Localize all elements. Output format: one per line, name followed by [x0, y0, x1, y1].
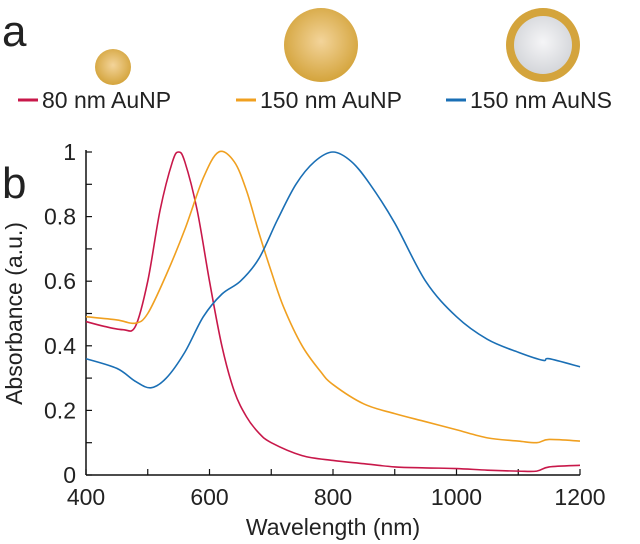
x-tick-label: 1200 — [554, 484, 605, 510]
x-tick-label: 1000 — [431, 484, 482, 510]
legend-label: 150 nm AuNP — [260, 87, 402, 113]
y-tick-label: 1 — [63, 139, 76, 165]
y-axis-label: Absorbance (a.u.) — [1, 222, 27, 405]
panel-a-label: a — [2, 7, 27, 56]
plot-area: 400 600 800 1000 1200 0 0.2 0.4 0.6 0.8 1 Wavelengt… — [1, 139, 606, 540]
x-tick-label: 800 — [314, 484, 352, 510]
legend-label: 150 nm AuNS — [470, 87, 612, 113]
y-tick-label: 0.2 — [44, 397, 76, 423]
x-tick-label: 600 — [190, 484, 228, 510]
particle-150nm-aunp — [284, 8, 358, 82]
y-tick-label: 0 — [63, 462, 76, 488]
particle-150nm-auns-core — [514, 16, 572, 74]
x-axis-label: Wavelength (nm) — [246, 514, 420, 540]
legend-label: 80 nm AuNP — [42, 87, 171, 113]
y-tick-label: 0.6 — [44, 268, 76, 294]
series-line-2 — [85, 151, 581, 389]
series-line-0 — [85, 151, 581, 473]
series-line-1 — [85, 150, 581, 444]
panel-b-label: b — [2, 159, 26, 208]
x-tick-label: 400 — [67, 484, 105, 510]
legend: 80 nm AuNP 150 nm AuNP 150 nm AuNS — [18, 87, 612, 113]
particle-80nm-aunp — [95, 49, 131, 85]
y-tick-label: 0.8 — [44, 204, 76, 230]
y-tick-label: 0.4 — [44, 333, 76, 359]
